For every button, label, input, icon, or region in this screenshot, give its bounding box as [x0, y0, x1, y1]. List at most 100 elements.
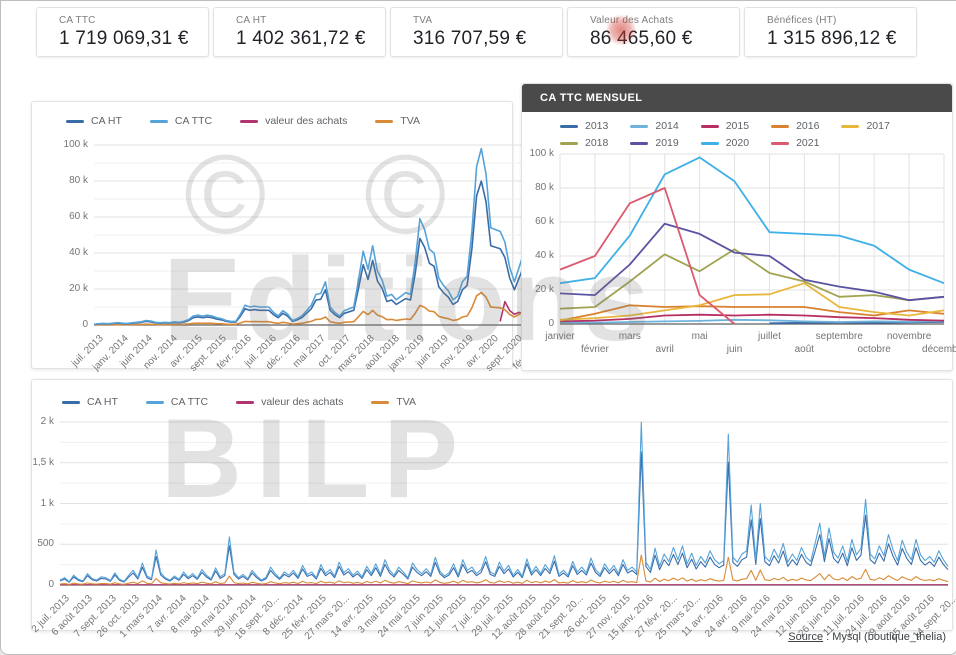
legend-item[interactable]: 2015: [700, 120, 749, 132]
x-axis-label: mai: [691, 331, 708, 342]
monthly-chart-legend: 2013 2014 2015 2016 2017 2018 2019 2020 2021: [560, 120, 932, 149]
daily-chart-legend: CA HT CA TTC valeur des achats TVA: [62, 396, 444, 408]
legend-item[interactable]: valeur des achats: [236, 396, 343, 408]
kpi-label: CA HT: [236, 15, 267, 26]
legend-label: 2013: [585, 120, 609, 132]
series-line-ca-ttc: [59, 421, 949, 583]
x-axis-label: avril: [655, 344, 674, 355]
legend-label: 2014: [655, 120, 679, 132]
legend-label: 2021: [796, 137, 820, 149]
legend-swatch-icon: [240, 119, 259, 123]
y-axis-label: 500: [37, 538, 54, 550]
legend-swatch-icon: [62, 400, 80, 404]
legend-item[interactable]: 2014: [630, 120, 679, 132]
monthly-chart-title: CA TTC MENSUEL: [540, 92, 643, 104]
kpi-card-ca-ht: CA HT 1 402 361,72 €: [213, 7, 386, 57]
legend-swatch-icon: [236, 400, 255, 404]
series-line-2016: [559, 304, 945, 322]
legend-item[interactable]: CA HT: [66, 115, 122, 127]
kpi-value: 1 315 896,12 €: [767, 28, 897, 49]
chart-svg: [59, 421, 949, 586]
x-axis-label: janvier: [545, 331, 575, 342]
legend-label: CA TTC: [170, 396, 209, 408]
x-axis-label: mars: [618, 331, 641, 342]
series-line-tva: [93, 291, 539, 326]
y-axis-label: 100 k: [529, 148, 554, 159]
panel-evolution-chart: CA HT CA TTC valeur des achats TVA 100 k 80 …: [31, 101, 550, 374]
legend-swatch-icon: [700, 124, 719, 128]
kpi-label: TVA: [413, 15, 433, 26]
legend-swatch-icon: [149, 119, 168, 123]
legend-swatch-icon: [560, 141, 578, 145]
legend-label: CA TTC: [174, 115, 213, 127]
legend-item[interactable]: CA TTC: [145, 396, 209, 408]
y-axis-label: 0: [548, 318, 554, 329]
legend-label: TVA: [396, 396, 417, 408]
y-axis-label: 20 k: [535, 284, 554, 295]
evolution-chart-canvas[interactable]: 100 k 80 k 60 k 40 k 20 k 0 juil. 2013 janv. 20…: [64, 139, 550, 374]
y-axis-label: 2 k: [40, 416, 54, 427]
legend-label: 2017: [866, 120, 890, 132]
legend-item[interactable]: 2019: [630, 137, 679, 149]
chart-svg: [93, 144, 539, 326]
x-axis-label: novembre: [886, 331, 932, 342]
series-line-2014: [559, 318, 945, 324]
legend-item[interactable]: CA HT: [62, 396, 118, 408]
series-line-2017: [559, 282, 945, 321]
source-label[interactable]: Source: [788, 631, 824, 643]
x-axis-label: septembre: [815, 331, 863, 342]
legend-swatch-icon: [371, 400, 390, 404]
legend-swatch-icon: [700, 141, 719, 145]
y-axis-label: 0: [82, 319, 88, 330]
legend-item[interactable]: 2018: [560, 137, 608, 149]
legend-item[interactable]: CA TTC: [149, 115, 213, 127]
legend-item[interactable]: TVA: [371, 396, 416, 408]
kpi-value: 316 707,59 €: [413, 28, 527, 49]
y-axis-label: 1,5 k: [32, 456, 54, 468]
legend-label: 2020: [725, 137, 750, 149]
series-line-2020: [559, 156, 945, 285]
legend-item[interactable]: 2017: [841, 120, 890, 132]
kpi-card-valeur-achats: Valeur des Achats 86 465,60 €: [567, 7, 740, 57]
kpi-card-benefices: Bénéfices (HT) 1 315 896,12 €: [744, 7, 917, 57]
y-axis-label: 80 k: [69, 175, 88, 186]
legend-item[interactable]: 2016: [771, 120, 819, 132]
legend-label: TVA: [400, 115, 421, 127]
legend-swatch-icon: [630, 141, 649, 145]
x-axis-label: février: [581, 344, 609, 355]
legend-swatch-icon: [630, 124, 649, 128]
monthly-chart-canvas[interactable]: 100 k 80 k 60 k 40 k 20 k 0 janvier février mars…: [530, 148, 956, 355]
y-axis-label: 0: [48, 579, 54, 590]
legend-label: CA HT: [87, 396, 118, 408]
panel-monthly-chart: CA TTC MENSUEL 2013 2014 2015 2016 2017 2018 2…: [521, 83, 956, 371]
series-line-ca-ttc: [93, 147, 539, 326]
legend-swatch-icon: [771, 124, 790, 128]
kpi-value: 1 402 361,72 €: [236, 28, 366, 49]
y-axis-label: 20 k: [69, 283, 88, 294]
legend-item[interactable]: 2021: [771, 137, 819, 149]
legend-swatch-icon: [145, 400, 164, 404]
cursor-highlight: [606, 14, 636, 46]
series-line-2015: [559, 313, 945, 323]
legend-swatch-icon: [375, 119, 394, 123]
legend-item[interactable]: 2013: [560, 120, 608, 132]
kpi-label: CA TTC: [59, 15, 96, 26]
legend-label: valeur des achats: [261, 396, 344, 408]
panel-daily-chart: CA HT CA TTC valeur des achats TVA 2 k 1,5 k…: [30, 379, 956, 643]
legend-item[interactable]: TVA: [375, 115, 420, 127]
evolution-chart-legend: CA HT CA TTC valeur des achats TVA: [66, 115, 448, 127]
series-line-2021: [559, 187, 736, 325]
y-axis-label: 1 k: [40, 497, 54, 509]
kpi-card-tva: TVA 316 707,59 €: [390, 7, 563, 57]
x-axis-label: décemb...: [922, 344, 956, 355]
chart-svg: [559, 153, 945, 325]
legend-label: 2019: [655, 137, 679, 149]
x-axis-label: juin: [726, 344, 743, 355]
x-axis-label: août: [794, 344, 815, 355]
legend-item[interactable]: 2020: [700, 137, 750, 149]
legend-label: CA HT: [91, 115, 122, 127]
legend-item[interactable]: valeur des achats: [240, 115, 347, 127]
y-axis-label: 60 k: [535, 216, 554, 227]
